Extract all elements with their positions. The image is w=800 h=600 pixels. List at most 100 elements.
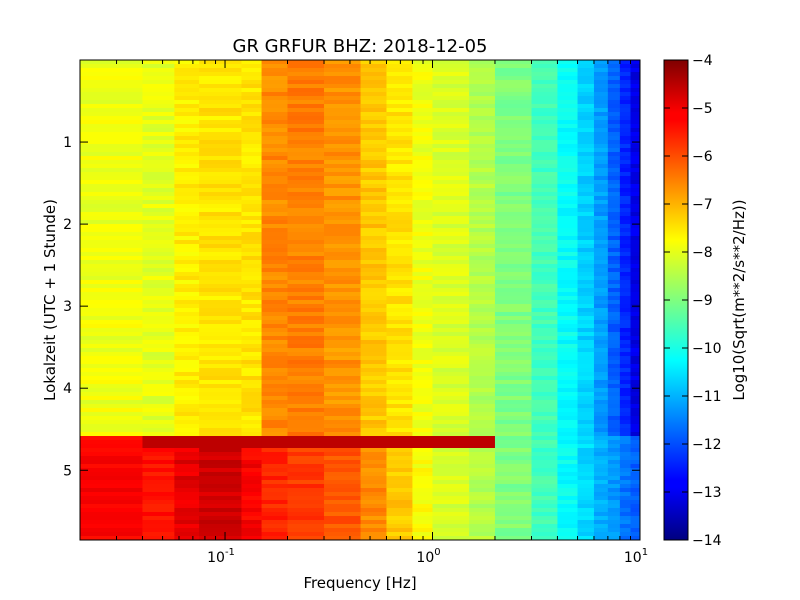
heatmap-cell: [531, 500, 559, 505]
heatmap-cell: [360, 212, 388, 217]
heatmap-cell: [432, 532, 470, 537]
heatmap-cell: [557, 176, 579, 181]
heatmap-cell: [607, 156, 621, 161]
heatmap-cell: [199, 516, 243, 521]
heatmap-cell: [607, 228, 621, 233]
heatmap-cell: [577, 120, 595, 125]
heatmap-cell: [494, 496, 533, 501]
heatmap-cell: [324, 184, 362, 189]
heatmap-cell: [386, 212, 413, 217]
heatmap-cell: [557, 152, 579, 157]
heatmap-cell: [324, 268, 362, 273]
heatmap-cell: [199, 356, 243, 361]
heatmap-cell: [174, 500, 200, 505]
heatmap-cell: [261, 460, 289, 465]
heatmap-cell: [174, 164, 200, 169]
heatmap-cell: [261, 220, 289, 225]
heatmap-cell: [412, 324, 434, 329]
heatmap-cell: [619, 200, 632, 205]
heatmap-cell: [469, 460, 496, 465]
heatmap-cell: [261, 284, 289, 289]
heatmap-cell: [241, 324, 263, 329]
heatmap-cell: [607, 200, 621, 205]
heatmap-cell: [360, 320, 388, 325]
heatmap-cell: [386, 304, 413, 309]
heatmap-cell: [412, 448, 434, 453]
heatmap-cell: [80, 344, 144, 349]
heatmap-cell: [432, 256, 470, 261]
heatmap-cell: [531, 96, 559, 101]
heatmap-cell: [469, 160, 496, 165]
heatmap-cell: [261, 364, 289, 369]
heatmap-cell: [630, 124, 640, 129]
heatmap-cell: [432, 504, 470, 509]
heatmap-cell: [174, 116, 200, 121]
heatmap-cell: [469, 336, 496, 341]
heatmap-cell: [80, 260, 144, 265]
y-tick-label: 3: [63, 299, 72, 315]
heatmap-cell: [360, 408, 388, 413]
heatmap-cell: [412, 124, 434, 129]
heatmap-cell: [324, 64, 362, 69]
heatmap-cell: [261, 464, 289, 469]
heatmap-cell: [199, 212, 243, 217]
heatmap-cell: [469, 324, 496, 329]
heatmap-cell: [577, 512, 595, 517]
heatmap-cell: [412, 280, 434, 285]
heatmap-cell: [432, 228, 470, 233]
heatmap-cell: [199, 284, 243, 289]
heatmap-cell: [287, 496, 325, 501]
heatmap-cell: [607, 140, 621, 145]
heatmap-cell: [630, 500, 640, 505]
heatmap-cell: [557, 224, 579, 229]
heatmap-cell: [494, 292, 533, 297]
heatmap-cell: [531, 164, 559, 169]
heatmap-cell: [469, 168, 496, 173]
heatmap-cell: [174, 408, 200, 413]
heatmap-cell: [577, 444, 595, 449]
heatmap-cell: [557, 252, 579, 257]
colorbar-tick-label: −13: [692, 485, 722, 501]
heatmap-cell: [577, 304, 595, 309]
heatmap-cell: [287, 236, 325, 241]
heatmap-cell: [360, 504, 388, 509]
heatmap-cell: [287, 212, 325, 217]
heatmap-cell: [432, 368, 470, 373]
heatmap-cell: [531, 524, 559, 529]
heatmap-cell: [142, 324, 175, 329]
heatmap-cell: [386, 376, 413, 381]
heatmap-cell: [494, 152, 533, 157]
heatmap-cell: [494, 144, 533, 149]
heatmap-cell: [577, 192, 595, 197]
heatmap-cell: [432, 168, 470, 173]
heatmap-cell: [494, 80, 533, 85]
heatmap-cell: [593, 240, 609, 245]
heatmap-cell: [593, 344, 609, 349]
heatmap-cell: [577, 200, 595, 205]
heatmap-cell: [241, 364, 263, 369]
heatmap-cell: [412, 96, 434, 101]
heatmap-cell: [324, 472, 362, 477]
heatmap-cell: [261, 108, 289, 113]
heatmap-cell: [531, 324, 559, 329]
heatmap-cell: [324, 420, 362, 425]
heatmap-cell: [360, 388, 388, 393]
heatmap-cell: [593, 236, 609, 241]
heatmap-cell: [469, 220, 496, 225]
heatmap-cell: [469, 112, 496, 117]
heatmap-cell: [80, 408, 144, 413]
heatmap-cell: [324, 416, 362, 421]
heatmap-cell: [386, 524, 413, 529]
heatmap-cell: [324, 248, 362, 253]
heatmap-cell: [142, 372, 175, 377]
heatmap-cell: [619, 500, 632, 505]
heatmap-cell: [241, 300, 263, 305]
colorbar-tick-label: −6: [692, 149, 713, 165]
heatmap-cell: [469, 440, 496, 445]
heatmap-cell: [432, 384, 470, 389]
heatmap-cell: [142, 96, 175, 101]
heatmap-cell: [412, 352, 434, 357]
heatmap-cell: [174, 452, 200, 457]
heatmap-cell: [557, 480, 579, 485]
heatmap-cell: [607, 236, 621, 241]
